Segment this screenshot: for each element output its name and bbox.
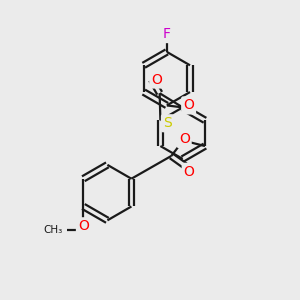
Text: O: O bbox=[179, 132, 190, 146]
Text: S: S bbox=[163, 116, 172, 130]
Text: CH₃: CH₃ bbox=[43, 225, 63, 235]
Text: O: O bbox=[78, 219, 89, 233]
Text: O: O bbox=[183, 98, 194, 112]
Text: O: O bbox=[184, 165, 195, 179]
Text: O: O bbox=[151, 73, 162, 86]
Text: F: F bbox=[163, 27, 171, 41]
